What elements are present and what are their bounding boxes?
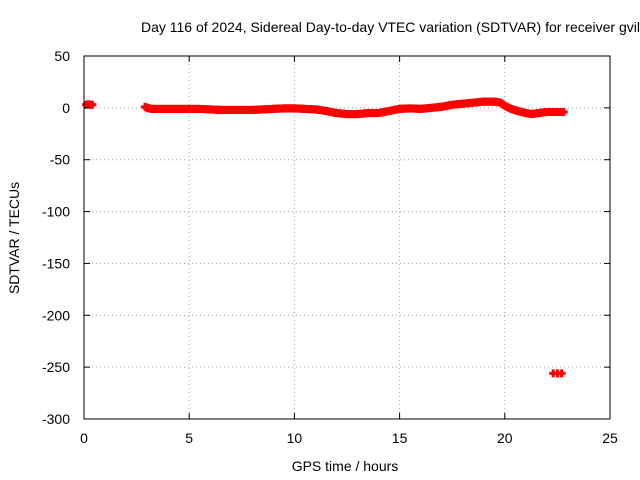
x-tick-label: 25: [602, 430, 618, 446]
y-tick-label: -200: [42, 307, 70, 323]
series-group: [82, 97, 568, 378]
x-tick-label: 5: [185, 430, 193, 446]
y-tick-label: -300: [42, 411, 70, 427]
y-tick-label: -50: [50, 152, 70, 168]
y-tick-label: 50: [54, 48, 70, 64]
y-axis-label: SDTVAR / TECUs: [6, 182, 22, 294]
chart-title: Day 116 of 2024, Sidereal Day-to-day VTE…: [141, 19, 640, 35]
y-tick-label: -250: [42, 359, 70, 375]
x-tick-label: 10: [287, 430, 303, 446]
y-tick-label: -100: [42, 204, 70, 220]
grid: [84, 56, 610, 419]
plot-frame: [83, 55, 611, 420]
x-tick-label: 0: [80, 430, 88, 446]
x-tick-label: 15: [392, 430, 408, 446]
y-tick-label: 0: [62, 100, 70, 116]
x-axis-label: GPS time / hours: [292, 458, 399, 474]
x-tick-label: 20: [497, 430, 513, 446]
y-tick-label: -150: [42, 255, 70, 271]
axis-ticks: 0 5 10 15 20 25 50 0 -50 -100 -150 -200 -250 -300: [42, 48, 618, 446]
data-series: [82, 97, 568, 378]
